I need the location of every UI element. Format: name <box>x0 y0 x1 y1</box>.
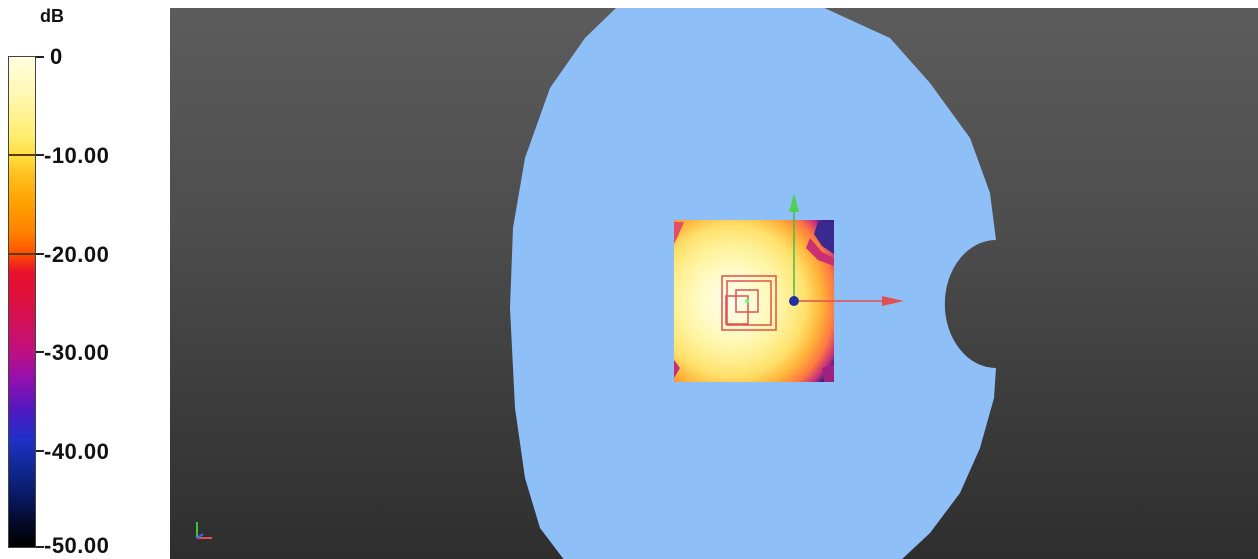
legend-separator <box>8 253 36 255</box>
target-squares <box>721 275 777 331</box>
legend-tick <box>36 546 44 548</box>
legend-tick <box>36 351 44 353</box>
legend-unit-label: dB <box>40 6 64 26</box>
legend-separator <box>8 154 36 156</box>
legend-label-40: -40.00 <box>44 439 110 464</box>
gizmo-origin[interactable] <box>789 296 799 306</box>
scene-canvas <box>196 8 996 559</box>
legend-tick <box>36 56 44 58</box>
transform-gizmo[interactable] <box>789 193 904 306</box>
color-legend: dB 0 -10.00 -20.00 -30.00 -40.00 -50.00 <box>0 0 170 559</box>
center-marker <box>745 299 749 303</box>
legend-label-10: -10.00 <box>44 143 110 168</box>
legend-tick <box>36 450 44 452</box>
3d-viewport[interactable] <box>170 8 1258 559</box>
orientation-triad-icon <box>196 522 212 539</box>
legend-label-20: -20.00 <box>44 242 110 267</box>
legend-tick <box>36 154 44 156</box>
legend-color-bar <box>8 56 36 548</box>
legend-label-50: -50.00 <box>44 533 110 558</box>
legend-label-0: 0 <box>50 44 63 69</box>
x-axis-arrow-icon[interactable] <box>882 296 904 306</box>
legend-label-30: -30.00 <box>44 340 110 365</box>
legend-tick <box>36 253 44 255</box>
y-axis-arrow-icon[interactable] <box>789 193 799 212</box>
